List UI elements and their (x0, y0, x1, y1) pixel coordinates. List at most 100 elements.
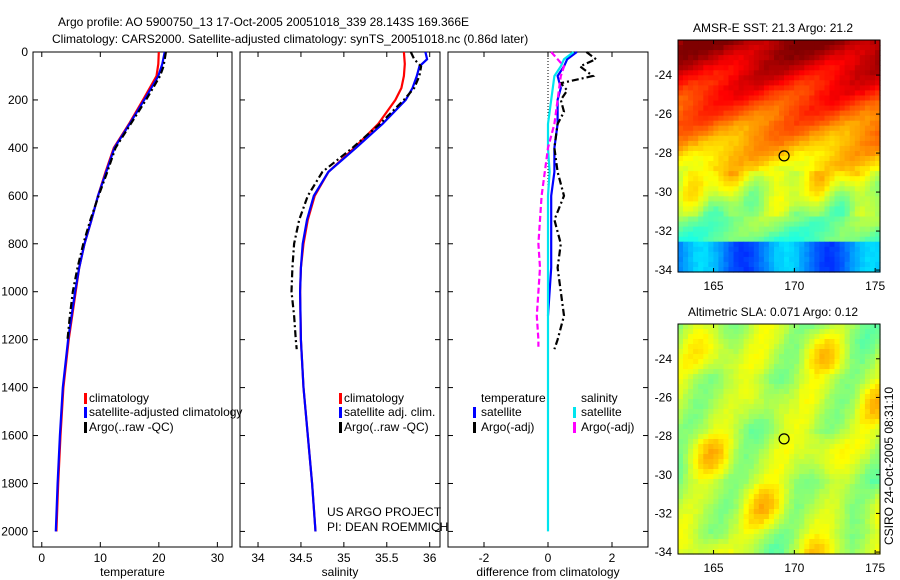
map-cell (708, 221, 714, 228)
map-cell (743, 65, 750, 71)
map-cell (799, 439, 805, 445)
map-cell (774, 369, 780, 375)
map-cell (763, 374, 770, 380)
map-cell (829, 226, 836, 233)
map-cell (743, 120, 750, 127)
map-cell (779, 40, 785, 46)
map-cell (844, 544, 851, 550)
map-cell (688, 191, 694, 197)
map-cell (743, 489, 750, 495)
map-cell (723, 344, 730, 350)
map-cell (799, 454, 805, 460)
map-cell (849, 231, 856, 238)
map-cell (678, 145, 684, 152)
map-cell (723, 524, 730, 530)
map-cell (768, 191, 775, 197)
map-cell (713, 60, 719, 66)
map-cell (799, 534, 805, 540)
map-cell (688, 176, 694, 182)
map-cell (758, 75, 765, 81)
map-cell (869, 459, 876, 465)
map-cell (804, 549, 810, 555)
map-cell (698, 191, 704, 197)
map-cell (854, 135, 861, 142)
map-cell (763, 439, 770, 445)
map-cell (718, 394, 724, 400)
map-cell (738, 50, 745, 56)
map-cell (804, 115, 810, 122)
map-cell (819, 384, 825, 390)
map-cell (784, 186, 790, 192)
map-cell (723, 125, 730, 132)
y-tick-label: -24 (655, 68, 673, 82)
map-cell (839, 369, 846, 375)
map-cell (859, 161, 866, 167)
map-cell (849, 324, 856, 330)
map-cell (763, 50, 770, 56)
map-cell (713, 549, 719, 555)
map-cell (743, 95, 750, 102)
map-cell (824, 50, 831, 56)
map-cell (768, 379, 775, 385)
map-cell (834, 226, 841, 233)
map-cell (743, 201, 750, 207)
map-cell (854, 439, 861, 445)
map-cell (748, 196, 755, 202)
map-cell (809, 544, 815, 550)
map-cell (718, 241, 724, 248)
map-cell (753, 444, 760, 450)
map-cell (809, 469, 815, 475)
map-cell (834, 80, 841, 86)
map-cell (698, 464, 704, 470)
map-cell (809, 241, 815, 248)
map-cell (814, 105, 820, 112)
map-cell (829, 176, 836, 182)
map-cell (723, 120, 730, 127)
map-cell (829, 499, 836, 505)
map-cell (683, 221, 689, 228)
map-cell (753, 256, 760, 263)
map-cell (683, 110, 689, 117)
map-cell (683, 324, 689, 330)
map-cell (708, 454, 714, 460)
map-cell (789, 156, 795, 162)
map-cell (779, 176, 785, 182)
map-cell (779, 359, 785, 365)
map-cell (678, 105, 684, 112)
map-cell (693, 444, 699, 450)
map-cell (819, 454, 825, 460)
map-cell (683, 399, 689, 405)
legend-swatch (339, 393, 342, 404)
map-cell (748, 221, 755, 228)
argo-position-marker (778, 150, 790, 162)
x-tick-label: 0 (38, 551, 45, 565)
map-cell (804, 479, 810, 485)
map-cell (784, 324, 790, 330)
map-cell (763, 261, 770, 268)
map-cell (774, 464, 780, 470)
map-cell (834, 45, 841, 51)
map-cell (768, 120, 775, 127)
map-cell (723, 206, 730, 212)
map-cell (703, 414, 709, 420)
map-cell (829, 40, 836, 46)
map-cell (688, 459, 694, 465)
map-cell (864, 166, 871, 172)
map-cell (844, 166, 851, 172)
map-cell (774, 514, 780, 520)
map-cell (763, 419, 770, 425)
map-cell (753, 439, 760, 445)
map-cell (683, 201, 689, 207)
map-cell (774, 339, 780, 345)
map-cell (824, 105, 831, 112)
map-cell (743, 434, 750, 440)
map-cell (844, 529, 851, 535)
map-cell (854, 509, 861, 515)
map-cell (698, 95, 704, 102)
map-cell (763, 414, 770, 420)
map-cell (688, 135, 694, 142)
map-cell (784, 444, 790, 450)
map-cell (849, 246, 856, 253)
map-cell (723, 484, 730, 490)
map-cell (794, 267, 800, 273)
